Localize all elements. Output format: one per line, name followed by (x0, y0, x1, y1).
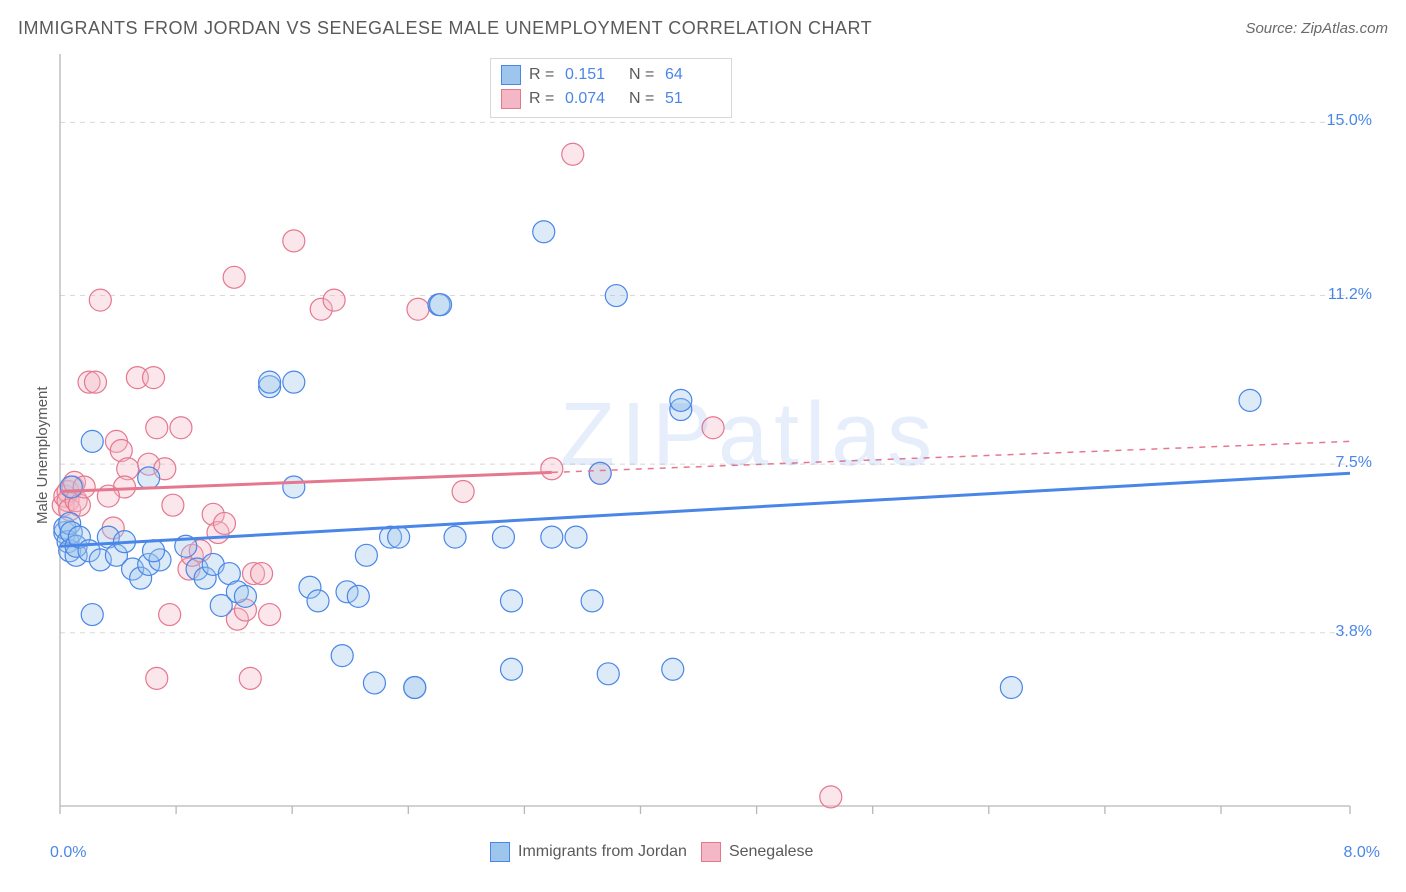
y-axis-label: Male Unemployment (34, 386, 51, 524)
n-label: N = (629, 90, 657, 108)
legend-correlation-row: R = 0.074 N = 51 (501, 87, 721, 111)
legend-series-item: Senegalese (701, 842, 814, 862)
y-tick-label: 7.5% (1312, 454, 1372, 472)
legend-correlation-row: R = 0.151 N = 64 (501, 63, 721, 87)
legend-series-label: Immigrants from Jordan (518, 843, 687, 861)
legend-series-item: Immigrants from Jordan (490, 842, 687, 862)
r-label: R = (529, 66, 557, 84)
legend-series: Immigrants from Jordan Senegalese (490, 842, 813, 862)
source-label: Source: ZipAtlas.com (1245, 20, 1388, 37)
legend-swatch-pink (501, 89, 521, 109)
x-axis-max-label: 8.0% (1344, 844, 1380, 862)
n-label: N = (629, 66, 657, 84)
y-tick-label: 11.2% (1312, 286, 1372, 304)
n-value: 51 (665, 90, 721, 108)
scatter-plot-svg (50, 54, 1380, 834)
chart-title: IMMIGRANTS FROM JORDAN VS SENEGALESE MAL… (18, 18, 872, 38)
legend-swatch-blue (490, 842, 510, 862)
x-axis-origin-label: 0.0% (50, 844, 86, 862)
legend-swatch-blue (501, 65, 521, 85)
y-tick-label: 3.8% (1312, 623, 1372, 641)
r-value: 0.151 (565, 66, 621, 84)
r-value: 0.074 (565, 90, 621, 108)
legend-correlation: R = 0.151 N = 64 R = 0.074 N = 51 (490, 58, 732, 118)
n-value: 64 (665, 66, 721, 84)
plot-area: Male Unemployment ZIPatlas R = 0.151 N =… (50, 54, 1380, 834)
legend-series-label: Senegalese (729, 843, 814, 861)
chart-header: IMMIGRANTS FROM JORDAN VS SENEGALESE MAL… (18, 18, 1388, 46)
y-tick-label: 15.0% (1312, 112, 1372, 130)
r-label: R = (529, 90, 557, 108)
legend-swatch-pink (701, 842, 721, 862)
